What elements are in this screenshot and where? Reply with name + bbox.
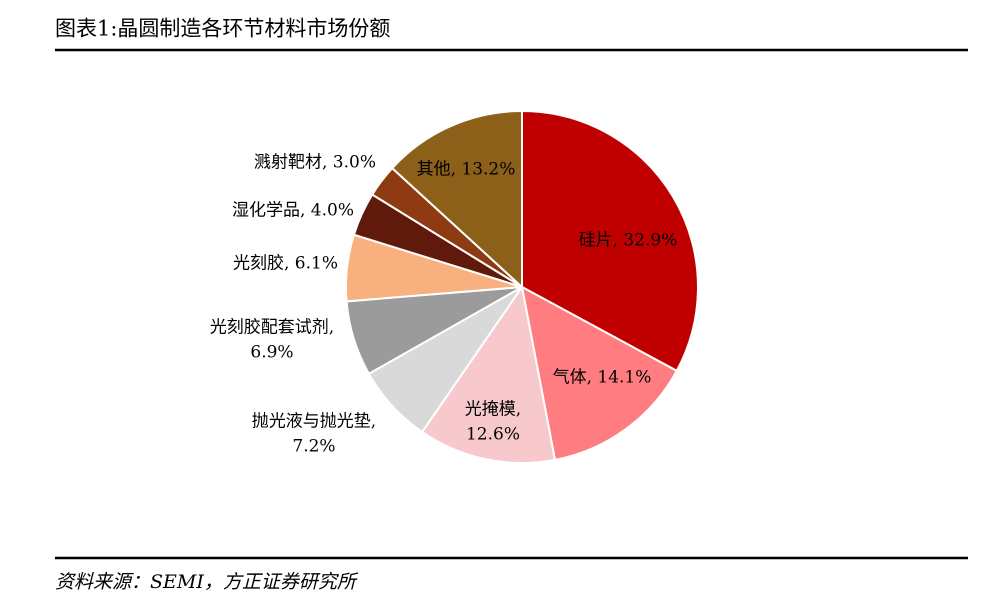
pie-slice — [520, 285, 679, 462]
pie-slice — [521, 109, 699, 373]
slice-label: 7.2% — [292, 437, 335, 457]
slice-label: 12.6% — [466, 425, 520, 445]
slice-label: 6.9% — [250, 343, 293, 363]
slice-label: 溅射靶材, 3.0% — [254, 153, 376, 173]
slice-label: 气体, 14.1% — [553, 368, 652, 388]
slice-label: 抛光液与抛光垫, — [252, 412, 376, 432]
slice-label: 光刻胶配套试剂, — [210, 318, 334, 338]
labels: 硅片, 32.9% 气体, 14.1% 光掩模, 12.6% 抛光液与抛光垫, 7.2% 光… — [210, 153, 678, 457]
slice-label: 湿化学品, 4.0% — [232, 201, 354, 221]
slice-label: 硅片, 32.9% — [579, 231, 678, 251]
slice-label: 其他, 13.2% — [417, 160, 516, 180]
pie-slice — [390, 109, 523, 290]
chart-title: 图表1:晶圆制造各环节材料市场份额 — [55, 17, 390, 41]
pie — [345, 109, 699, 464]
pie-slice — [420, 284, 557, 464]
slice-label: 光刻胶, 6.1% — [233, 254, 338, 274]
slice-label: 光掩模, — [465, 400, 521, 420]
source-note: 资料来源：SEMI，方正证券研究所 — [55, 571, 359, 593]
